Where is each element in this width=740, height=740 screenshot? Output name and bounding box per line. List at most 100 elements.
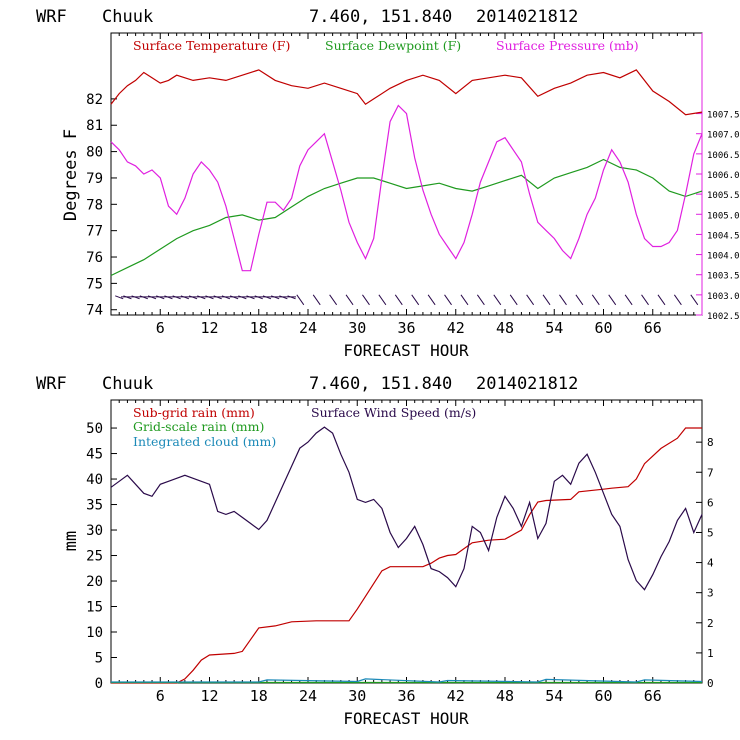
top-x-tick-label: 18 <box>250 319 268 337</box>
bottom-y-tick-label: 15 <box>86 600 103 616</box>
wind-barb <box>690 294 699 306</box>
bottom-model-label: WRF <box>36 374 67 394</box>
bottom-x-tick-label: 18 <box>250 687 268 705</box>
bottom-x-tick-label: 54 <box>545 687 563 705</box>
bottom-series-surface-wind-speed-m-s <box>110 426 703 591</box>
wind-barb <box>394 294 403 306</box>
bottom-series-integrated-cloud-mm <box>111 678 703 683</box>
bottom-y2-tick-label: 6 <box>707 496 714 509</box>
bottom-y2-tick-label: 3 <box>707 587 714 600</box>
top-y2-tick-label: 1007.5 <box>707 111 740 121</box>
top-run-label: 2014021812 <box>476 7 578 27</box>
top-y2-tick-label: 1005.5 <box>707 191 740 201</box>
wind-barb <box>575 294 584 306</box>
top-series-surface-dewpoint-f <box>110 158 703 277</box>
top-y-axis-label: Degrees F <box>61 129 81 221</box>
bottom-y-tick-label: 35 <box>86 498 103 514</box>
wind-barb <box>624 294 633 306</box>
top-x-tick-label: 60 <box>594 319 612 337</box>
top-x-tick-label: 6 <box>156 319 165 337</box>
wind-barb <box>329 294 338 306</box>
wind-barb <box>345 294 354 306</box>
bottom-y2-tick-label: 5 <box>707 526 714 539</box>
bottom-y2-tick-label: 7 <box>707 466 714 479</box>
top-x-tick-label: 24 <box>299 319 317 337</box>
top-y-tick-label: 82 <box>86 92 103 108</box>
top-y-tick-label: 79 <box>86 171 103 187</box>
top-y2-tick-label: 1002.5 <box>707 312 740 322</box>
top-y-tick-label: 75 <box>86 276 103 292</box>
bottom-x-tick-label: 48 <box>496 687 514 705</box>
top-y2-tick-label: 1006.5 <box>707 151 740 161</box>
bottom-x-tick-label: 12 <box>200 687 218 705</box>
top-x-tick-label: 48 <box>496 319 514 337</box>
bottom-y-tick-label: 0 <box>95 676 103 692</box>
wind-barb <box>673 294 682 306</box>
bottom-y-tick-label: 45 <box>86 447 103 463</box>
bottom-y2-tick-label: 4 <box>707 557 714 570</box>
top-x-tick-label: 30 <box>348 319 366 337</box>
bottom-series-lines <box>110 426 703 684</box>
wind-barb <box>115 295 124 300</box>
wind-barb <box>296 294 305 306</box>
wind-barb <box>559 294 567 306</box>
bottom-y2-tick-label: 2 <box>707 617 714 630</box>
bottom-y-tick-label: 5 <box>95 651 103 667</box>
wind-barb <box>591 294 600 306</box>
top-y2-tick-label: 1003.0 <box>707 292 740 302</box>
bottom-run-label: 2014021812 <box>476 374 578 394</box>
bottom-y-tick-label: 30 <box>86 523 103 539</box>
bottom-station-label: Chuuk <box>102 374 153 394</box>
bottom-y2-tick-label: 1 <box>707 647 714 660</box>
bottom-y-tick-label: 50 <box>86 421 103 437</box>
bottom-y-tick-label: 25 <box>86 549 103 565</box>
top-y-tick-label: 74 <box>86 303 103 319</box>
top-legend-dewpoint: Surface Dewpoint (F) <box>325 38 461 53</box>
bottom-y-axis-label: mm <box>61 531 81 551</box>
wind-barb <box>526 294 535 306</box>
bottom-x-tick-label: 36 <box>397 687 415 705</box>
wind-barb <box>378 294 387 306</box>
top-x-tick-label: 12 <box>200 319 218 337</box>
bottom-y2-tick-label: 8 <box>707 436 714 449</box>
bottom-x-axis-label: FORECAST HOUR <box>343 709 469 728</box>
top-axis-ticks: 6 12 18 24 30 36 42 48 54 60 66 74 75 76 77 78 79 80 81 82 1… <box>86 33 740 337</box>
top-y2-tick-label: 1004.5 <box>707 231 740 241</box>
bottom-legend-gridscale-rain: Grid-scale rain (mm) <box>133 419 264 434</box>
top-y-tick-label: 77 <box>86 224 103 240</box>
wind-barb <box>312 294 321 306</box>
wind-barb <box>460 294 469 306</box>
top-y2-tick-label: 1006.0 <box>707 171 740 181</box>
top-y-tick-label: 76 <box>86 250 103 266</box>
top-y2-tick-label: 1007.0 <box>707 131 740 141</box>
top-model-label: WRF <box>36 7 67 27</box>
top-x-tick-label: 66 <box>644 319 662 337</box>
bottom-legend-cloud: Integrated cloud (mm) <box>133 434 276 449</box>
wind-barb <box>509 294 518 306</box>
bottom-y-tick-label: 40 <box>86 472 103 488</box>
top-legend-pressure: Surface Pressure (mb) <box>496 38 639 53</box>
wind-barb <box>362 294 370 306</box>
top-x-tick-label: 36 <box>397 319 415 337</box>
wind-barb <box>542 294 551 306</box>
bottom-y-tick-label: 10 <box>86 625 103 641</box>
bottom-x-tick-label: 6 <box>156 687 165 705</box>
bottom-legend-wind-speed: Surface Wind Speed (m/s) <box>311 405 476 420</box>
wind-barb <box>493 294 502 306</box>
bottom-coords-label: 7.460, 151.840 <box>309 374 452 394</box>
bottom-y2-tick-label: 0 <box>707 677 714 690</box>
top-legend-temperature: Surface Temperature (F) <box>133 38 290 53</box>
bottom-x-tick-label: 30 <box>348 687 366 705</box>
bottom-x-tick-label: 60 <box>594 687 612 705</box>
wind-barb <box>411 294 420 306</box>
top-y2-tick-label: 1005.0 <box>707 211 740 221</box>
wind-barb <box>641 294 649 306</box>
top-series-surface-temperature-f <box>110 69 703 116</box>
top-y-tick-label: 81 <box>86 118 103 134</box>
bottom-x-tick-label: 24 <box>299 687 317 705</box>
top-series-lines <box>110 69 703 277</box>
bottom-x-tick-label: 66 <box>644 687 662 705</box>
top-y2-tick-label: 1004.0 <box>707 252 740 262</box>
top-y-tick-label: 78 <box>86 197 103 213</box>
